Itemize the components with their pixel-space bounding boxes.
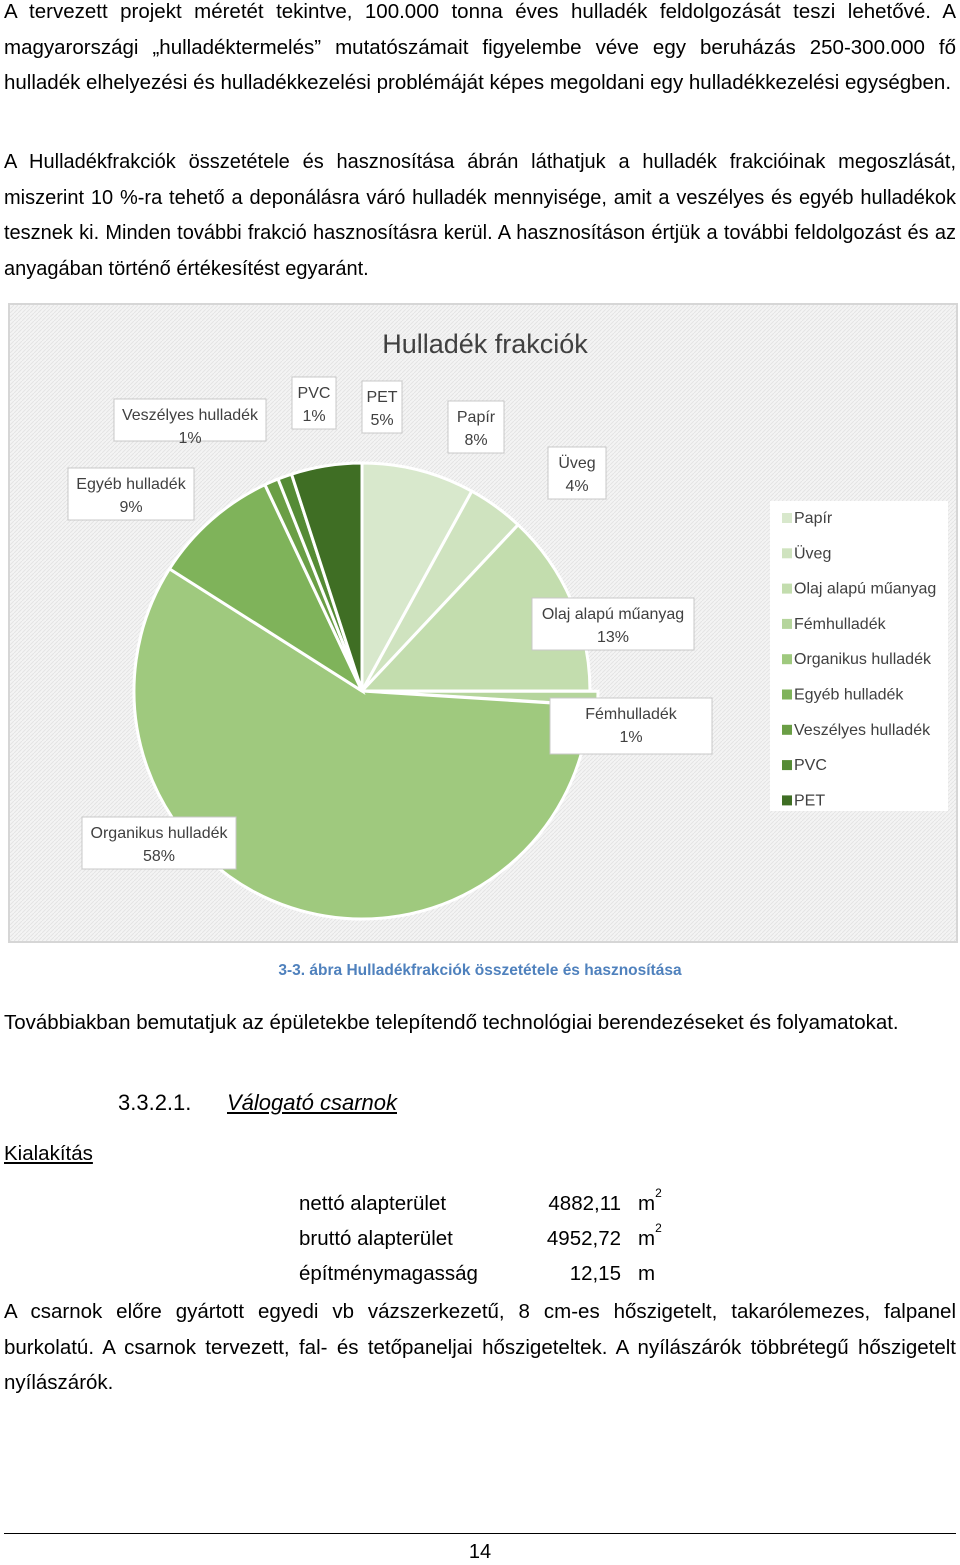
pie-chart-svg: Hulladék frakciók Papír 8% Üveg 4% Olaj alap… — [10, 305, 956, 941]
subheading-kialakitas: Kialakítás — [4, 1142, 93, 1165]
data-label-box — [547, 446, 607, 500]
legend-background — [770, 501, 948, 811]
pie-slice-8 — [289, 461, 364, 692]
data-label-value: 13% — [597, 629, 629, 646]
data-label-value: 9% — [119, 499, 142, 516]
data-label-7: PVC 1% — [291, 376, 337, 430]
legend-swatch — [782, 548, 792, 559]
data-label-name: Papír — [457, 409, 496, 426]
data-label-name: Olaj alapú műanyag — [542, 606, 684, 623]
data-label-5: Egyéb hulladék 9% — [67, 467, 195, 521]
fractions-paragraph: A Hulladékfrakciók összetétele és haszno… — [4, 151, 956, 280]
legend-swatch — [782, 795, 792, 806]
data-label-box — [113, 398, 267, 442]
data-label-6: Veszélyes hulladék 1% — [113, 398, 267, 447]
data-label-box — [549, 697, 713, 755]
data-label-1: Üveg 4% — [547, 446, 607, 500]
data-label-box — [67, 467, 195, 521]
data-label-2: Olaj alapú műanyag 13% — [531, 597, 695, 651]
footer-divider — [4, 1533, 956, 1534]
legend-label: Olaj alapú műanyag — [794, 581, 936, 598]
page-number: 14 — [468, 1541, 492, 1563]
follow-up-paragraph: Továbbiakban bemutatjuk az épületekbe te… — [4, 1011, 899, 1034]
chart-title: Hulladék frakciók — [382, 329, 588, 359]
data-label-name: Veszélyes hulladék — [122, 407, 259, 424]
legend-swatch — [782, 760, 792, 771]
pie-slice-4 — [132, 566, 592, 921]
data-label-name: Üveg — [558, 454, 595, 472]
legend-swatch — [782, 583, 792, 594]
data-label-value: 58% — [143, 848, 175, 865]
spec-unit: m — [638, 1262, 656, 1285]
spec-label: építménymagasság — [299, 1262, 478, 1285]
data-label-value: 1% — [619, 729, 642, 746]
spec-value: 12,15 — [569, 1262, 621, 1285]
data-label-name: PET — [366, 389, 397, 406]
data-label-8: PET 5% — [361, 380, 403, 434]
legend-label: Üveg — [794, 544, 831, 562]
data-label-box — [291, 376, 337, 430]
legend-label: Fémhulladék — [794, 616, 887, 633]
section-title: Válogató csarnok — [227, 1090, 397, 1115]
legend-label: Egyéb hulladék — [794, 687, 904, 704]
data-label-value: 4% — [565, 478, 588, 495]
chart-legend: Papír Üveg Olaj alapú műanyag Fémhulladék Or… — [770, 501, 948, 811]
pie-slice-5 — [167, 482, 366, 696]
legend-swatch — [782, 618, 792, 629]
data-label-box — [81, 816, 237, 870]
legend-swatch — [782, 513, 792, 523]
spec-label: nettó alapterület — [299, 1192, 447, 1215]
legend-label: Veszélyes hulladék — [794, 722, 931, 739]
data-label-box — [361, 380, 403, 434]
pie-slice-0 — [360, 461, 474, 692]
intro-paragraph: A tervezett projekt méretét tekintve, 10… — [4, 0, 956, 94]
data-labels: Papír 8% Üveg 4% Olaj alapú műanyag 13% Fémhul… — [67, 376, 713, 870]
data-label-box — [447, 400, 505, 454]
data-label-value: 1% — [302, 408, 325, 425]
data-label-box — [531, 597, 695, 651]
spec-label: bruttó alapterület — [299, 1227, 453, 1250]
figure-caption: 3-3. ábra Hulladékfrakciók összetétele é… — [278, 962, 682, 979]
legend-swatch — [782, 689, 792, 700]
legend-label: Papír — [794, 510, 833, 527]
data-label-name: Organikus hulladék — [91, 825, 229, 842]
spec-value: 4882,11 — [548, 1192, 621, 1215]
hall-description-paragraph: A csarnok előre gyártott egyedi vb vázsz… — [4, 1300, 956, 1394]
data-label-name: Fémhulladék — [585, 706, 678, 723]
data-label-value: 8% — [464, 432, 487, 449]
data-label-name: PVC — [298, 385, 331, 402]
data-label-4: Organikus hulladék 58% — [81, 816, 237, 870]
legend-label: PET — [794, 792, 825, 809]
data-label-3: Fémhulladék 1% — [549, 697, 713, 755]
data-label-0: Papír 8% — [447, 400, 505, 454]
legend-swatch — [782, 724, 792, 735]
data-label-name: Egyéb hulladék — [76, 476, 186, 493]
data-label-value: 5% — [370, 412, 393, 429]
section-number: 3.3.2.1. — [118, 1090, 192, 1115]
spec-value: 4952,72 — [546, 1227, 621, 1250]
spec-unit: m2 — [638, 1186, 662, 1215]
data-label-value: 1% — [178, 430, 201, 447]
spec-unit: m2 — [638, 1221, 662, 1250]
legend-swatch — [782, 654, 792, 665]
pie-chart: Hulladék frakciók Papír 8% Üveg 4% Olaj alap… — [8, 303, 958, 943]
legend-label: PVC — [794, 757, 827, 774]
legend-label: Organikus hulladék — [794, 651, 932, 668]
